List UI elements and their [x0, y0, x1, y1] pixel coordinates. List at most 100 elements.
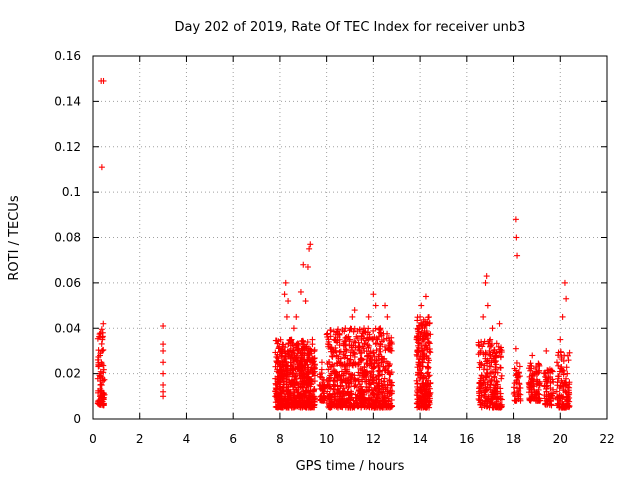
- x-tick-label: 0: [89, 432, 97, 446]
- cluster-point: [497, 390, 504, 397]
- data-point: [282, 279, 289, 286]
- cluster-point: [347, 391, 354, 398]
- cluster-point: [483, 358, 490, 365]
- cluster-point: [386, 378, 393, 385]
- cluster-point: [426, 319, 433, 326]
- cluster-point: [510, 384, 517, 391]
- cluster-point: [490, 393, 497, 400]
- cluster-point: [425, 314, 432, 321]
- cluster-point: [426, 399, 433, 406]
- cluster-point: [376, 397, 383, 404]
- cluster-point: [517, 397, 524, 404]
- cluster-point: [317, 385, 324, 392]
- data-point: [295, 341, 302, 348]
- cluster-point: [379, 393, 386, 400]
- data-point: [97, 352, 104, 359]
- data-point: [98, 347, 105, 354]
- cluster-point: [335, 326, 342, 333]
- cluster-point: [294, 346, 301, 353]
- cluster-point: [477, 361, 484, 368]
- axis-ticks: 0 2 4 6 8 10 12 14 16 18 20 22 0 0.02 0.04 0.06 0.08 0.1 0…: [54, 49, 614, 446]
- cluster-point: [298, 338, 305, 345]
- cluster-point: [423, 322, 430, 329]
- data-point: [417, 313, 424, 320]
- data-point: [304, 263, 311, 270]
- cluster-point: [301, 352, 308, 359]
- cluster-point: [420, 394, 427, 401]
- cluster-point: [493, 377, 500, 384]
- cluster-point: [417, 353, 424, 360]
- data-point: [98, 397, 105, 404]
- data-points: [94, 77, 573, 411]
- cluster-point: [481, 389, 488, 396]
- cluster-point: [423, 344, 430, 351]
- cluster-point: [351, 349, 358, 356]
- x-tick-label: 8: [276, 432, 284, 446]
- cluster-point: [343, 334, 350, 341]
- cluster-point: [476, 380, 483, 387]
- cluster-point: [380, 398, 387, 405]
- data-point: [97, 388, 104, 395]
- cluster-point: [527, 362, 534, 369]
- cluster-point: [286, 395, 293, 402]
- cluster-point: [310, 387, 317, 394]
- data-point: [487, 336, 494, 343]
- cluster-point: [418, 340, 425, 347]
- cluster-point: [328, 399, 335, 406]
- cluster-point: [416, 367, 423, 374]
- cluster-point: [480, 366, 487, 373]
- cluster-point: [419, 380, 426, 387]
- cluster-point: [302, 389, 309, 396]
- data-point: [308, 347, 315, 354]
- cluster-point: [343, 362, 350, 369]
- cluster-point: [557, 348, 564, 355]
- data-point: [272, 393, 279, 400]
- data-point: [283, 313, 290, 320]
- cluster-point: [476, 364, 483, 371]
- cluster-point: [276, 403, 283, 410]
- cluster-point: [275, 396, 282, 403]
- cluster-point: [482, 350, 489, 357]
- cluster-point: [383, 335, 390, 342]
- cluster-point: [350, 397, 357, 404]
- data-point: [561, 279, 568, 286]
- cluster-point: [424, 364, 431, 371]
- cluster-point: [351, 383, 358, 390]
- cluster-point: [372, 385, 379, 392]
- cluster-point: [480, 340, 487, 347]
- cluster-point: [529, 393, 536, 400]
- cluster-point: [351, 353, 358, 360]
- cluster-point: [516, 384, 523, 391]
- x-tick-label: 14: [412, 432, 427, 446]
- cluster-point: [291, 373, 298, 380]
- cluster-point: [384, 404, 391, 411]
- cluster-point: [297, 356, 304, 363]
- cluster-point: [362, 337, 369, 344]
- cluster-point: [480, 377, 487, 384]
- cluster-point: [317, 397, 324, 404]
- cluster-point: [383, 388, 390, 395]
- cluster-point: [482, 384, 489, 391]
- data-point: [512, 216, 519, 223]
- cluster-point: [381, 400, 388, 407]
- data-point: [300, 261, 307, 268]
- data-point: [370, 291, 377, 298]
- cluster-point: [311, 378, 318, 385]
- cluster-point: [294, 389, 301, 396]
- data-point: [288, 336, 295, 343]
- cluster-point: [274, 340, 281, 347]
- cluster-point: [355, 403, 362, 410]
- x-tick-label: 18: [506, 432, 521, 446]
- x-axis-label: GPS time / hours: [296, 459, 405, 474]
- data-point: [489, 325, 496, 332]
- cluster-point: [425, 339, 432, 346]
- cluster-point: [336, 349, 343, 356]
- cluster-point: [490, 369, 497, 376]
- cluster-point: [384, 393, 391, 400]
- data-point: [306, 245, 313, 252]
- cluster-point: [477, 387, 484, 394]
- cluster-point: [341, 392, 348, 399]
- cluster-point: [342, 334, 349, 341]
- cluster-point: [380, 336, 387, 343]
- data-point: [543, 347, 550, 354]
